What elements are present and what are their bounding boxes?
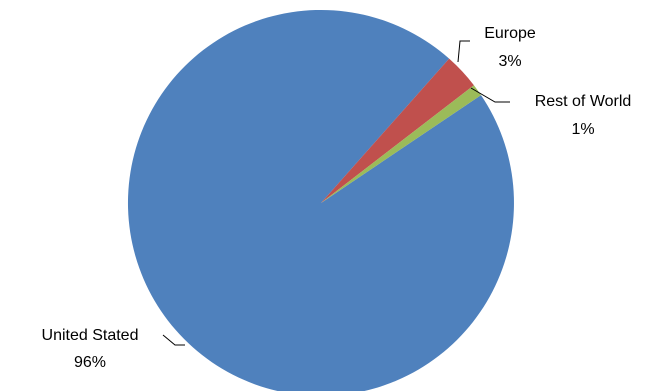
leader-line-rest-of-world [470, 87, 510, 103]
data-label-united-stated-value: 96% [74, 354, 106, 371]
data-label-rest-of-world-value: 1% [571, 121, 594, 138]
pie-slices [128, 9, 514, 391]
leader-line-europe [457, 40, 470, 63]
data-label-united-stated-name: United Stated [42, 327, 139, 344]
pie-slice-europe [321, 58, 474, 203]
data-label-europe-name: Europe [484, 25, 536, 42]
data-label-rest-of-world-name: Rest of World [535, 93, 632, 110]
pie-slice-rest-of-world [321, 85, 481, 203]
leader-line-united-stated [162, 334, 185, 346]
data-label-europe-value: 3% [498, 53, 521, 70]
pie-slice-united-stated [128, 9, 514, 391]
